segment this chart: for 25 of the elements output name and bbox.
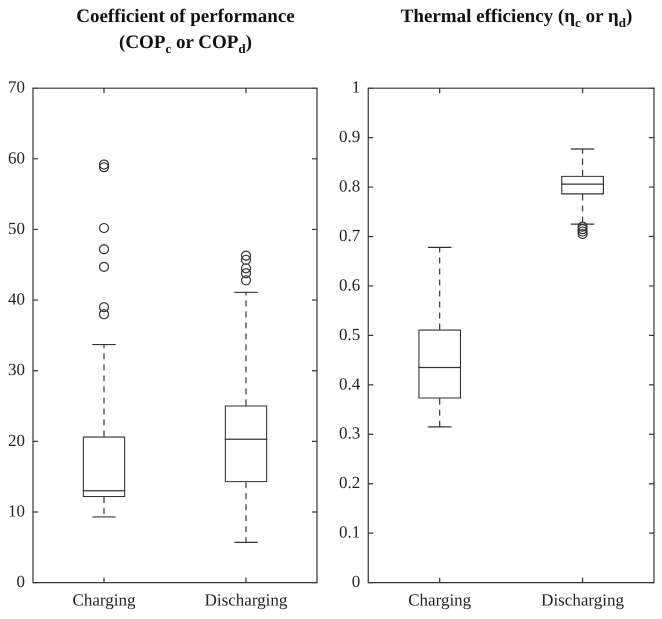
chart-title: Thermal efficiency (η$_{c}$ or η$_{d}$) [400, 5, 634, 32]
y-tick-label: 0 [16, 572, 25, 592]
y-tick-label: 0.8 [339, 176, 360, 196]
y-tick-label: 0.6 [339, 275, 360, 294]
chart-title: Coefficient of performance (COP$_{c}$ or COP$_{d}$) [75, 5, 296, 58]
y-tick-label: 20 [8, 430, 25, 450]
y-tick-label: 70 [8, 78, 25, 97]
y-tick-label: 0.2 [339, 473, 360, 492]
y-tick-label: 50 [8, 218, 25, 238]
x-tick-label: Charging [72, 590, 136, 610]
y-tick-label: 0.4 [339, 374, 361, 394]
y-tick-label: 40 [8, 290, 25, 309]
y-tick-label: 60 [8, 148, 25, 168]
y-tick-label: 0 [352, 572, 360, 592]
y-tick-label: 10 [8, 501, 25, 520]
y-tick-label: 0.1 [339, 522, 360, 542]
x-tick-label: Discharging [541, 590, 624, 610]
y-tick-label: 1 [352, 78, 360, 97]
x-tick-label: Discharging [204, 590, 288, 610]
y-tick-label: 30 [8, 360, 25, 380]
y-tick-label: 0.5 [339, 324, 360, 344]
y-tick-label: 0.3 [339, 424, 360, 443]
x-tick-label: Charging [408, 590, 472, 610]
y-tick-label: 0.7 [339, 226, 361, 245]
y-tick-label: 0.9 [339, 127, 360, 146]
